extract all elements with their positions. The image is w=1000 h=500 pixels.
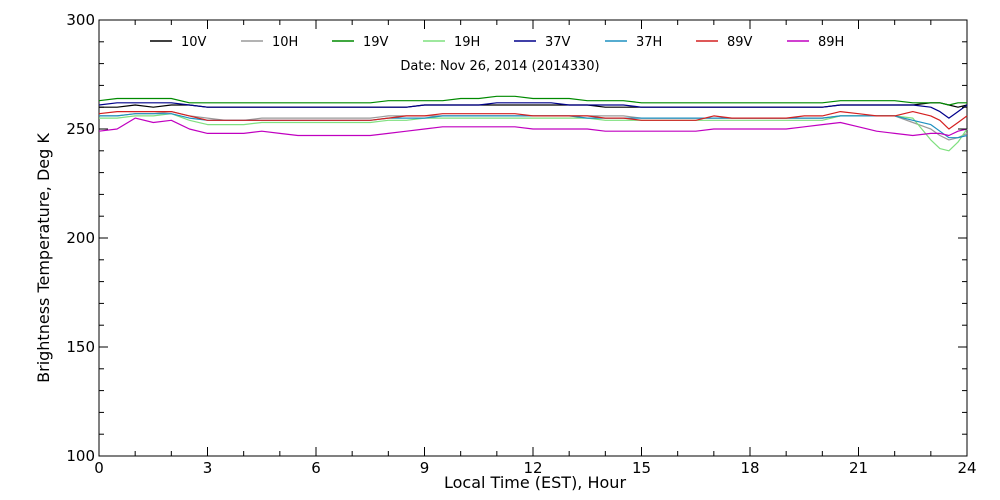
x-tick-label: 3 [203, 459, 213, 477]
legend-label-10v: 10V [181, 35, 207, 50]
x-axis-label: Local Time (EST), Hour [444, 473, 626, 492]
series-line-37v [98, 102, 968, 119]
legend-label-10h: 10H [272, 35, 298, 50]
y-tick-label: 150 [66, 338, 95, 356]
series-line-89h [98, 117, 968, 137]
y-axis-label: Brightness Temperature, Deg K [34, 133, 53, 383]
x-tick-label: 6 [311, 459, 321, 477]
legend: 10V 10H 19V 19H 37V 37H 89V 89H [150, 35, 844, 50]
x-tick-label: 0 [94, 459, 104, 477]
legend-label-19h: 19H [454, 35, 480, 50]
x-tick-label: 15 [632, 459, 651, 477]
y-tick-label: 250 [66, 120, 95, 138]
chart-subtitle: Date: Nov 26, 2014 (2014330) [400, 59, 599, 74]
legend-label-89h: 89H [818, 35, 844, 50]
series-layer [98, 95, 968, 152]
legend-label-19v: 19V [363, 35, 389, 50]
x-tick-label: 18 [740, 459, 759, 477]
y-tick-label: 200 [66, 229, 95, 247]
legend-label-89v: 89V [727, 35, 753, 50]
ticks-layer: 0 3 6 9 12 15 18 21 24 100 150 200 250 300 [66, 11, 976, 477]
x-tick-label: 24 [957, 459, 976, 477]
legend-label-37v: 37V [545, 35, 571, 50]
y-tick-label: 300 [66, 11, 95, 29]
series-line-89v [98, 110, 968, 130]
x-tick-label: 21 [849, 459, 868, 477]
y-tick-label: 100 [66, 447, 95, 465]
x-tick-label: 12 [523, 459, 542, 477]
x-tick-label: 9 [420, 459, 430, 477]
series-line-19v [98, 95, 967, 106]
legend-label-37h: 37H [636, 35, 662, 50]
